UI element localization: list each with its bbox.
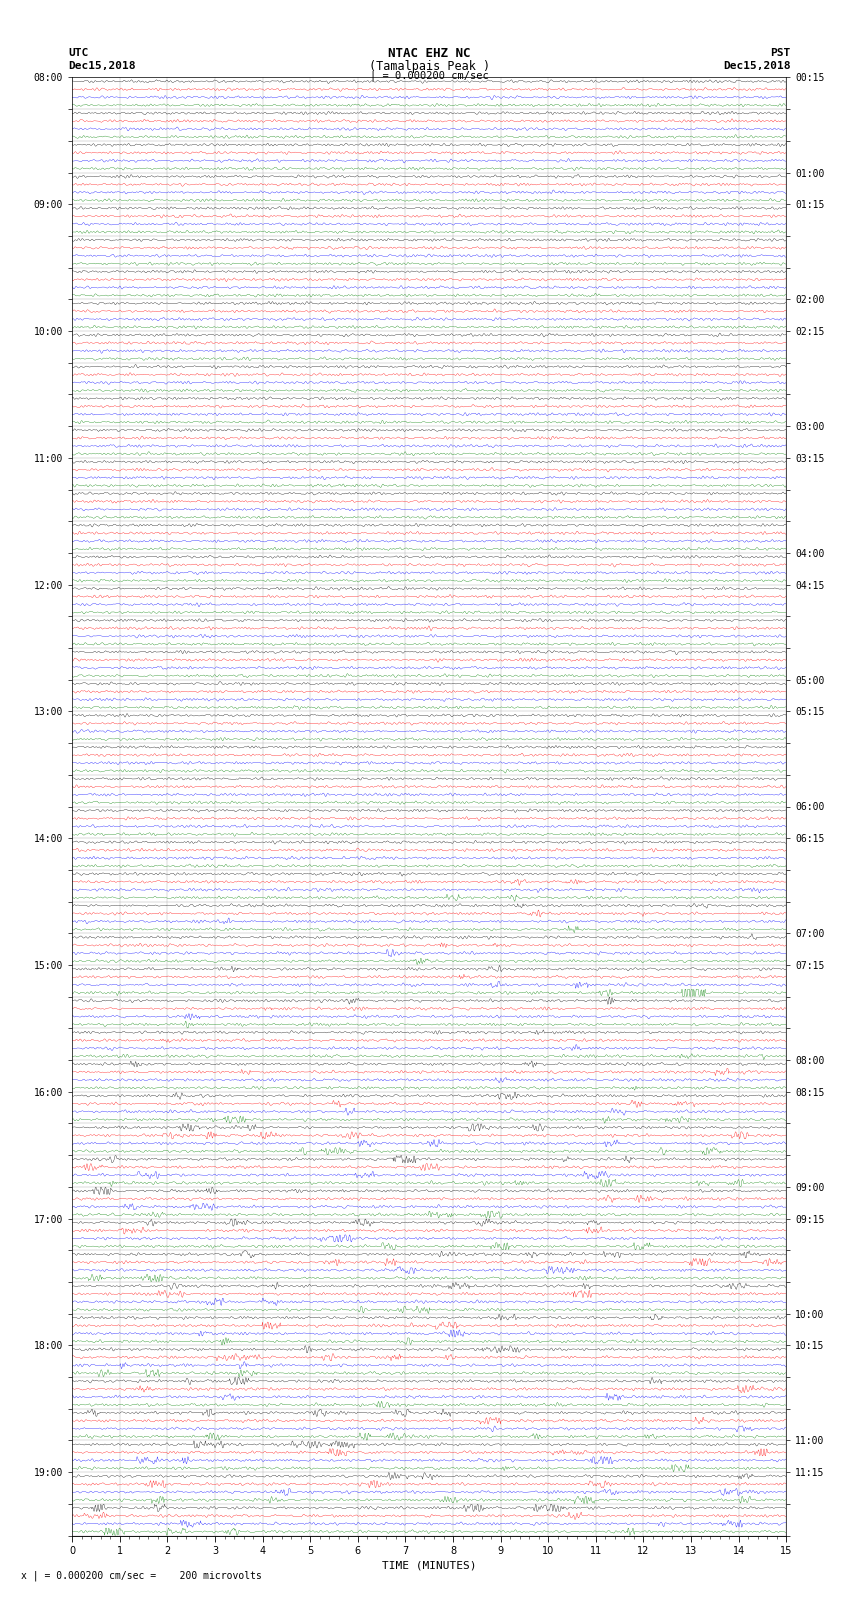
Text: x | = 0.000200 cm/sec =    200 microvolts: x | = 0.000200 cm/sec = 200 microvolts bbox=[21, 1569, 262, 1581]
X-axis label: TIME (MINUTES): TIME (MINUTES) bbox=[382, 1560, 477, 1569]
Text: Dec15,2018: Dec15,2018 bbox=[68, 61, 135, 71]
Text: Dec15,2018: Dec15,2018 bbox=[723, 61, 791, 71]
Text: | = 0.000200 cm/sec: | = 0.000200 cm/sec bbox=[370, 71, 489, 82]
Text: (Tamalpais Peak ): (Tamalpais Peak ) bbox=[369, 60, 490, 73]
Text: UTC: UTC bbox=[68, 48, 88, 58]
Text: NTAC EHZ NC: NTAC EHZ NC bbox=[388, 47, 471, 60]
Text: PST: PST bbox=[770, 48, 790, 58]
